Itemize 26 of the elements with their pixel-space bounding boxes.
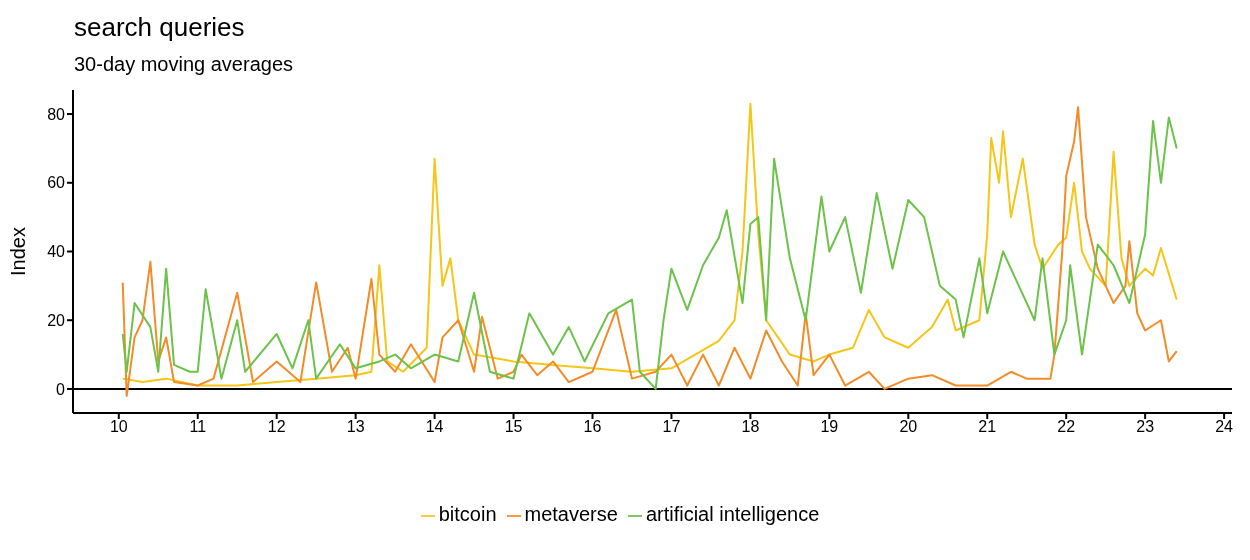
- x-tick-label: 18: [741, 418, 760, 436]
- x-tick-label: 14: [425, 418, 444, 436]
- x-tick-label: 20: [899, 418, 918, 436]
- x-tick-label: 17: [662, 418, 681, 436]
- legend-label: bitcoin: [438, 503, 497, 525]
- legend-label: metaverse: [524, 503, 618, 525]
- y-tick-label: 0: [56, 380, 66, 398]
- y-tick-label: 20: [47, 311, 66, 329]
- x-tick-label: 21: [978, 418, 997, 436]
- chart-subtitle: 30-day moving averages: [74, 53, 294, 76]
- x-tick-label: 19: [820, 418, 839, 436]
- y-tick-label: 60: [47, 174, 66, 192]
- x-tick-label: 12: [267, 418, 286, 436]
- y-axis-title: Index: [7, 227, 30, 276]
- x-tick-label: 13: [346, 418, 365, 436]
- y-tick-label: 40: [47, 243, 66, 261]
- x-tick-label: 10: [109, 418, 128, 436]
- x-tick-label: 23: [1136, 418, 1155, 436]
- legend-label: artificial intelligence: [645, 503, 820, 525]
- chart-title: search queries: [74, 12, 246, 43]
- x-tick-label: 15: [504, 418, 523, 436]
- x-tick-label: 22: [1057, 418, 1076, 436]
- x-tick-label: 16: [583, 418, 602, 436]
- x-tick-label: 11: [189, 418, 207, 436]
- x-tick-label: 24: [1215, 418, 1234, 436]
- y-tick-label: 80: [47, 105, 66, 123]
